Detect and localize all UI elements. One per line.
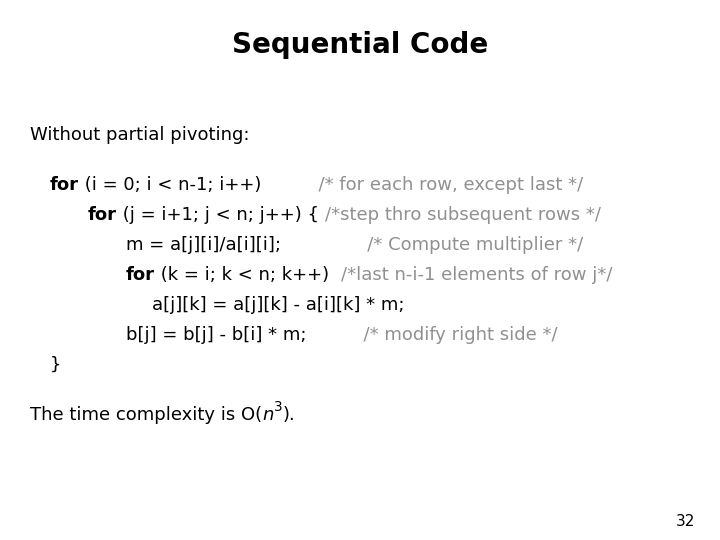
Text: b[j] = b[j] - b[i] * m;: b[j] = b[j] - b[i] * m; xyxy=(126,326,307,344)
Text: for: for xyxy=(126,266,155,284)
Text: for: for xyxy=(88,206,117,224)
Text: /* Compute multiplier */: /* Compute multiplier */ xyxy=(281,236,583,254)
Text: /* for each row, except last */: /* for each row, except last */ xyxy=(261,176,584,194)
Text: (i = 0; i < n-1; i++): (i = 0; i < n-1; i++) xyxy=(79,176,261,194)
Text: 32: 32 xyxy=(675,515,695,530)
Text: /* modify right side */: /* modify right side */ xyxy=(307,326,558,344)
Text: The time complexity is O(: The time complexity is O( xyxy=(30,406,262,424)
Text: /*step thro subsequent rows */: /*step thro subsequent rows */ xyxy=(325,206,600,224)
Text: ).: ). xyxy=(282,406,295,424)
Text: }: } xyxy=(50,356,61,374)
Text: Sequential Code: Sequential Code xyxy=(232,31,488,59)
Text: for: for xyxy=(50,176,79,194)
Text: (j = i+1; j < n; j++) {: (j = i+1; j < n; j++) { xyxy=(117,206,325,224)
Text: /*last n-i-1 elements of row j*/: /*last n-i-1 elements of row j*/ xyxy=(341,266,612,284)
Text: m = a[j][i]/a[i][i];: m = a[j][i]/a[i][i]; xyxy=(126,236,281,254)
Text: n: n xyxy=(262,406,274,424)
Text: 3: 3 xyxy=(274,400,282,414)
Text: a[j][k] = a[j][k] - a[i][k] * m;: a[j][k] = a[j][k] - a[i][k] * m; xyxy=(152,296,405,314)
Text: (k = i; k < n; k++): (k = i; k < n; k++) xyxy=(155,266,341,284)
Text: Without partial pivoting:: Without partial pivoting: xyxy=(30,126,250,144)
